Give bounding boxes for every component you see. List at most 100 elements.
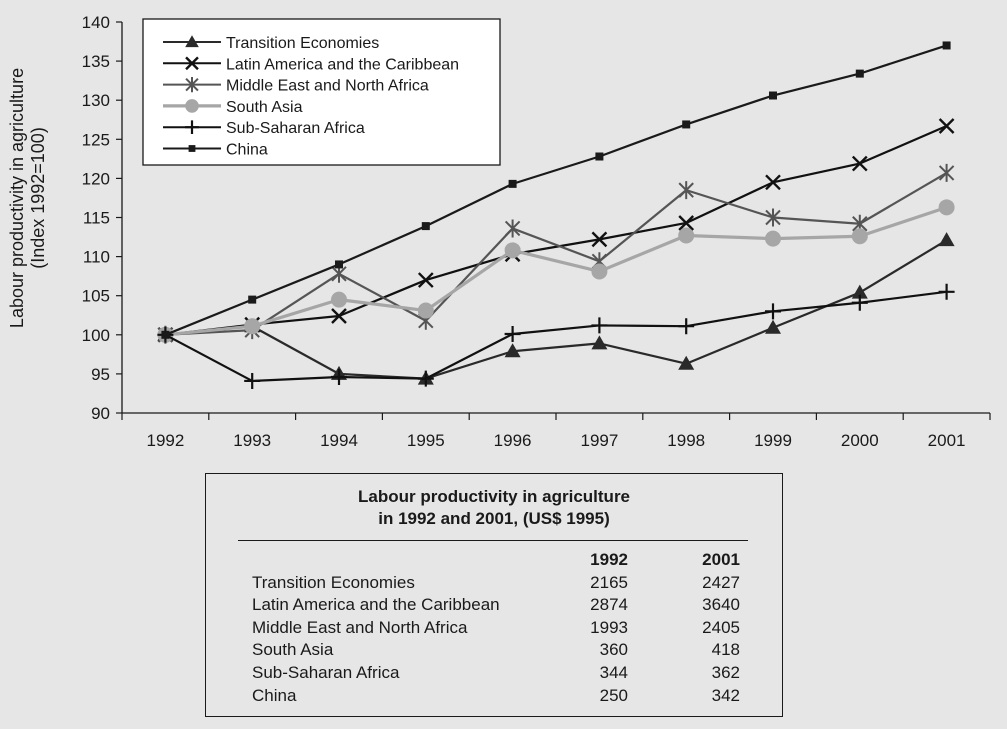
plus-marker — [504, 326, 521, 343]
series-line — [164, 44, 947, 336]
square-marker — [942, 41, 951, 50]
y-tick-label: 130 — [82, 91, 110, 110]
circle-marker — [417, 302, 434, 319]
y-tick-label: 120 — [82, 169, 110, 188]
y-tick-label: 105 — [82, 287, 110, 306]
table-header-1992: 1992 — [590, 550, 628, 569]
plus-marker — [765, 303, 781, 320]
series-south-asia — [157, 199, 955, 343]
plus-marker — [678, 318, 695, 335]
table-cell-2001: 342 — [711, 685, 740, 705]
triangle-marker — [678, 355, 695, 370]
x-marker — [331, 308, 347, 324]
series-line — [165, 239, 948, 380]
x-marker — [678, 215, 695, 231]
square-marker — [248, 295, 257, 304]
plus-marker — [331, 369, 347, 386]
y-tick-label: 115 — [83, 209, 110, 228]
table-cell-1992: 344 — [599, 662, 628, 682]
table-cell-region: China — [252, 685, 297, 705]
x-tick-label: 2000 — [841, 431, 879, 450]
asterisk-marker — [185, 76, 199, 93]
asterisk-marker — [504, 219, 521, 238]
y-tick-label: 90 — [91, 404, 110, 423]
square-marker — [855, 69, 864, 78]
series-sub-saharan-africa — [157, 283, 955, 389]
circle-marker — [244, 318, 261, 335]
circle-marker — [851, 228, 868, 245]
plus-marker — [185, 120, 199, 134]
table-row: South Asia 360 418 — [252, 639, 740, 662]
square-marker — [682, 120, 691, 129]
plus-marker — [244, 372, 261, 389]
table-cell-region: Latin America and the Caribbean — [252, 595, 500, 615]
square-marker — [769, 91, 777, 100]
series-latin-america-and-the-caribbean — [157, 118, 955, 343]
x-tick-label: 1999 — [754, 431, 792, 450]
table-divider — [238, 540, 748, 541]
table-header-region — [252, 549, 552, 572]
circle-marker — [765, 230, 781, 247]
table-cell-1992: 250 — [599, 685, 628, 705]
x-marker — [765, 174, 781, 191]
series-china — [161, 41, 951, 339]
x-marker — [851, 155, 868, 172]
line-chart: 90 95 100 105 110 115 120 125 130 135 140 1992 1993 1… — [7, 13, 991, 450]
asterisk-marker — [938, 163, 955, 182]
triangle-marker — [938, 232, 955, 247]
plus-marker — [851, 294, 868, 311]
table-cell-2001: 3640 — [702, 595, 740, 615]
table-title-line1: Labour productivity in agriculture — [357, 487, 631, 506]
table-header-row: 1992 2001 — [252, 549, 740, 572]
table-header-2001: 2001 — [702, 550, 740, 569]
table-cell-region: South Asia — [252, 640, 334, 660]
table-cell-1992: 2874 — [590, 595, 628, 615]
asterisk-marker — [678, 181, 694, 200]
y-tick-label: 110 — [83, 248, 110, 267]
table-cell-1992: 360 — [599, 640, 628, 660]
y-axis-title-line: (Index 1992=100) — [28, 127, 48, 269]
y-tick-label: 140 — [82, 13, 110, 32]
table-cell-2001: 2427 — [702, 572, 740, 592]
y-axis-title: Labour productivity in agriculture(Index… — [7, 68, 48, 328]
table-cell-2001: 2405 — [702, 617, 740, 637]
legend-box — [142, 18, 501, 166]
series-line — [165, 124, 948, 336]
table-cell-region: Sub-Saharan Africa — [252, 662, 400, 682]
legend-label: Middle East and North Africa — [226, 78, 429, 95]
x-tick-label: 1994 — [320, 431, 358, 450]
plus-marker — [938, 283, 955, 300]
legend-label: Sub-Saharan Africa — [226, 120, 365, 137]
table-title-line2: in 1992 and 2001, (US$ 1995) — [378, 509, 610, 528]
table-row: Transition Economies 2165 2427 — [252, 572, 740, 595]
square-marker — [335, 260, 343, 269]
x-tick-label: 1993 — [233, 431, 271, 450]
legend-label: China — [226, 142, 268, 159]
x-tick-label: 1992 — [146, 431, 184, 450]
y-tick-label: 135 — [82, 52, 110, 71]
table-title: Labour productivity in agriculture in 19… — [206, 486, 782, 530]
x-tick-label: 1997 — [580, 431, 618, 450]
table-cell-1992: 1993 — [590, 617, 628, 637]
series-line — [165, 171, 948, 336]
y-tick-label: 100 — [82, 326, 110, 345]
circle-marker — [591, 263, 608, 280]
legend-label: Latin America and the Caribbean — [226, 56, 459, 73]
x-marker — [591, 231, 608, 248]
series-transition-economies — [157, 232, 955, 385]
circle-marker — [185, 99, 199, 113]
y-tick-label: 125 — [82, 130, 110, 149]
x-tick-label: 1998 — [667, 431, 705, 450]
table-cell-2001: 418 — [711, 640, 740, 660]
table-cell-region: Transition Economies — [252, 572, 415, 592]
circle-marker — [678, 227, 695, 244]
series-line — [165, 205, 948, 337]
triangle-marker — [185, 35, 199, 48]
legend-label: South Asia — [226, 99, 303, 116]
x-marker — [185, 56, 199, 71]
legend-label: Transition Economies — [226, 35, 379, 52]
plus-marker — [417, 370, 434, 387]
plus-marker — [591, 317, 608, 334]
table-cell-1992: 2165 — [590, 572, 628, 592]
x-tick-label: 2001 — [928, 431, 966, 450]
